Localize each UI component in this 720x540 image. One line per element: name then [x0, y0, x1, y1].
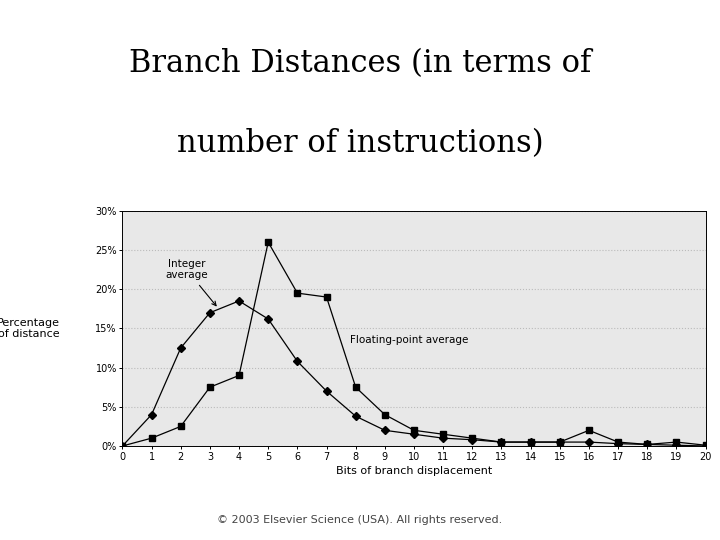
Text: © 2003 Elsevier Science (USA). All rights reserved.: © 2003 Elsevier Science (USA). All right… — [217, 515, 503, 525]
X-axis label: Bits of branch displacement: Bits of branch displacement — [336, 465, 492, 476]
Text: Branch Distances (in terms of: Branch Distances (in terms of — [129, 49, 591, 79]
Text: Percentage
of distance: Percentage of distance — [0, 318, 60, 339]
Text: Floating-point average: Floating-point average — [350, 335, 468, 345]
Text: number of instructions): number of instructions) — [176, 129, 544, 159]
Text: Integer
average: Integer average — [165, 259, 216, 306]
